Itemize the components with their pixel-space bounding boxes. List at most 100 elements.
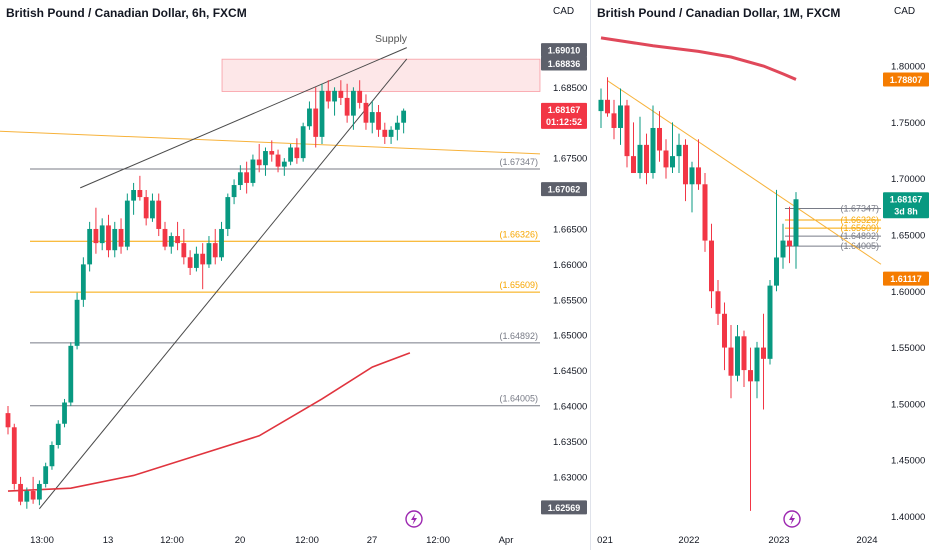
x-tick-label: 27 [367,535,378,546]
lightning-bolt-icon [789,513,795,525]
candle [382,129,388,137]
candle [237,172,243,186]
x-tick-label: Apr [499,535,514,546]
candle [281,161,287,167]
candle [618,105,623,128]
candle [112,228,118,251]
wedge-lower-line [39,58,408,510]
price-tag-marker: 1.67062 [548,185,581,195]
candle [275,154,281,167]
candle [288,147,293,162]
level-label: (1.64892) [840,231,879,241]
price-tag-marker-bg [541,182,587,197]
candle [150,200,155,219]
level-label: (1.67347) [499,157,538,167]
y-tick-label: 1.63500 [553,437,587,448]
candle [80,264,86,300]
candle [124,200,130,247]
level-label: (1.64005) [499,394,538,404]
y-tick-label: 1.66000 [553,260,587,271]
supply-zone [221,58,541,92]
candle [49,445,55,467]
candle [793,199,799,247]
candle [168,236,174,247]
level-label: (1.66326) [499,229,538,239]
lightning-bolt-icon [411,513,417,525]
chart-1m-svg[interactable]: (1.67347)(1.66326)(1.65609)(1.64892)(1.6… [591,0,932,550]
candle [663,150,669,168]
candle [631,156,636,174]
candle [87,228,93,265]
chart-pane-1m[interactable]: British Pound / Canadian Dollar, 1M, FXC… [590,0,932,550]
candle [225,197,231,229]
candle [313,108,319,137]
candle [212,243,218,258]
candle [200,253,206,265]
candle [735,336,740,376]
x-tick-label: 12:00 [160,535,184,546]
candle [748,370,753,382]
candle [118,228,124,247]
level-label: (1.65609) [499,280,538,290]
candle [363,102,369,123]
x-tick-label: 13 [103,535,114,546]
candle [394,122,400,130]
chart-pane-6h[interactable]: British Pound / Canadian Dollar, 6h, FXC… [0,0,590,550]
candle [99,225,105,244]
price-tag-supply-top: 1.69010 [548,46,581,56]
x-tick-label: 2023 [768,535,789,546]
candle [307,108,312,127]
candle [106,225,111,251]
price-tag-marker-bg [883,271,929,286]
candle [657,127,662,151]
candle [294,147,300,159]
level-label: (1.64005) [840,241,879,251]
price-tag-last-bg [541,102,587,129]
candle [676,144,682,157]
chart-title: British Pound / Canadian Dollar, 1M, FXC… [597,6,841,20]
candle [670,156,675,168]
candle [263,151,268,166]
x-tick-label: 13:00 [30,535,54,546]
chart-6h-svg[interactable]: Supply (1.67347) (1.66326) (1.65609) (1.6489… [0,0,590,550]
candle [137,190,143,198]
candle [650,127,656,174]
candle [388,129,394,137]
candle [93,228,99,244]
price-tag-low-bg [541,500,587,515]
candle [344,97,350,116]
candle [715,291,721,314]
candle [338,90,344,98]
candle [624,105,630,157]
candle [37,483,42,500]
candle [175,236,180,244]
candle [376,112,381,130]
price-tag-last: 1.68167 [548,105,581,115]
y-tick-label: 1.64000 [553,402,587,413]
candle [767,285,773,359]
candle [162,228,168,247]
x-tick-label: 021 [597,535,613,546]
candle [143,197,149,219]
level-label: (1.64892) [499,331,538,341]
x-tick-label: 2022 [678,535,699,546]
price-tag-supply-top-bg [541,43,587,58]
candle [357,90,363,103]
candle [55,423,61,445]
candle [325,90,331,102]
candle [689,167,695,185]
candle [18,483,23,502]
candle [598,99,604,112]
price-tag-last-countdown: 3d 8h [894,206,918,216]
candle [300,126,306,159]
candle [787,240,792,247]
level-label: (1.67347) [840,204,879,214]
price-tag-ma-bg [883,72,929,87]
y-tick-label: 1.65000 [553,331,587,342]
candle [231,185,237,198]
candle [43,466,49,484]
candle [332,90,337,102]
candle [611,113,617,128]
y-tick-label: 1.75000 [891,118,925,129]
x-tick-label: 12:00 [426,535,450,546]
